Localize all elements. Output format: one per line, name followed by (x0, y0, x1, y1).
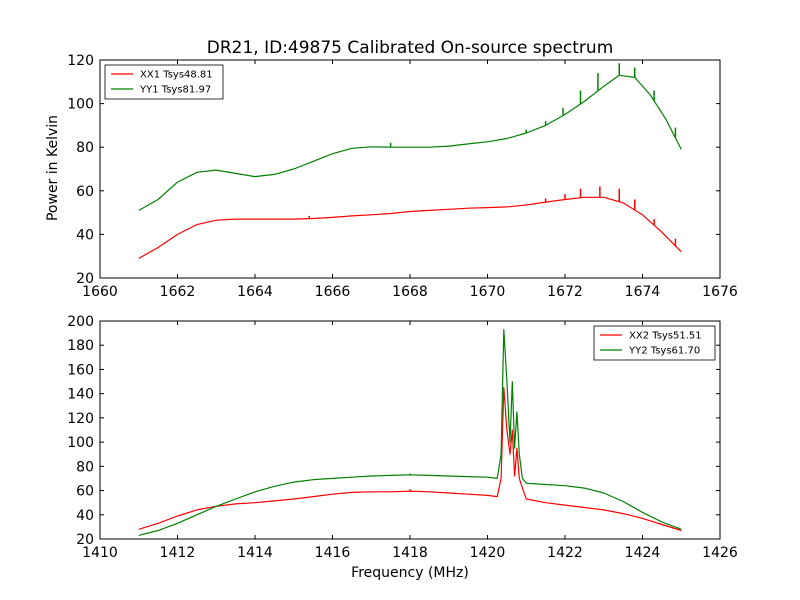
x-tick-label: 1676 (702, 284, 738, 300)
x-tick-label: 1674 (625, 284, 661, 300)
series-1 (138, 387, 682, 532)
series-line (138, 196, 682, 259)
legend-frame (593, 325, 716, 361)
series-line (138, 74, 682, 211)
y-tick-label: 160 (67, 362, 94, 378)
y-tick-label: 20 (76, 271, 94, 287)
series-2 (138, 63, 682, 211)
y-tick-label: 40 (76, 227, 94, 243)
x-tick-label: 1662 (160, 284, 196, 300)
y-tick-label: 120 (67, 411, 94, 427)
legend-label: YY2 Tsys61.70 (628, 346, 700, 357)
y-tick-label: 20 (76, 532, 94, 548)
y-tick-label: 100 (67, 435, 94, 451)
x-tick-label: 1424 (625, 545, 661, 561)
x-tick-label: 1414 (237, 545, 273, 561)
series-2 (138, 328, 682, 536)
x-tick-label: 1672 (547, 284, 583, 300)
plots-area: 1660 1662 1664 1666 1668 1670 1672 1674 1676 20 40… (67, 53, 738, 561)
subplot-2: 1410 1412 1414 1416 1418 1420 1422 1424 1426 20 40… (67, 314, 738, 561)
legend-label: YY1 Tsys81.97 (139, 85, 211, 96)
y-axis-label: Power in Kelvin (45, 115, 61, 221)
legend-frame (104, 64, 224, 100)
x-tick-label: 1416 (315, 545, 351, 561)
x-tick-label: 1670 (470, 284, 506, 300)
series-line (138, 328, 682, 536)
x-axis-label: Frequency (MHz) (351, 565, 469, 581)
legend: XX2 Tsys51.51 YY2 Tsys61.70 (593, 325, 716, 361)
y-tick-label: 120 (67, 53, 94, 69)
legend: XX1 Tsys48.81 YY1 Tsys81.97 (104, 64, 224, 100)
y-tick-label: 80 (76, 140, 94, 156)
series-1 (138, 186, 682, 259)
x-tick-label: 1410 (82, 545, 118, 561)
y-tick-label: 60 (76, 484, 94, 500)
x-tick-label: 1660 (82, 284, 118, 300)
y-tick-label: 140 (67, 387, 94, 403)
x-tick-label: 1422 (547, 545, 583, 561)
legend-label: XX1 Tsys48.81 (140, 70, 213, 81)
x-tick-label: 1668 (392, 284, 428, 300)
x-tick-label: 1426 (702, 545, 738, 561)
y-tick-label: 80 (76, 459, 94, 475)
y-tick-label: 40 (76, 508, 94, 524)
y-tick-label: 200 (67, 314, 94, 330)
figure-title: DR21, ID:49875 Calibrated On-source spec… (207, 38, 614, 58)
x-tick-label: 1418 (392, 545, 428, 561)
x-tick-label: 1420 (470, 545, 506, 561)
legend-label: XX2 Tsys51.51 (629, 331, 702, 342)
y-tick-label: 100 (67, 97, 94, 113)
y-tick-label: 60 (76, 184, 94, 200)
y-tick-label: 180 (67, 338, 94, 354)
series-line (138, 387, 682, 532)
x-tick-label: 1664 (237, 284, 273, 300)
x-tick-label: 1412 (160, 545, 196, 561)
subplot-1: 1660 1662 1664 1666 1668 1670 1672 1674 1676 20 40… (67, 53, 738, 300)
x-tick-label: 1666 (315, 284, 351, 300)
